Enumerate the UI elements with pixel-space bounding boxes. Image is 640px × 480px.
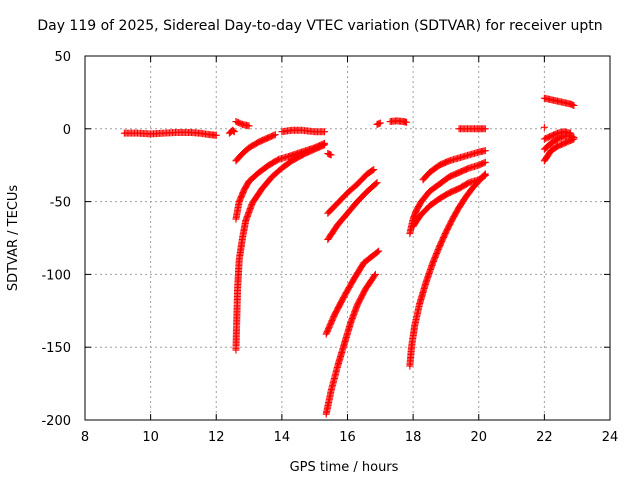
data-point — [369, 166, 377, 174]
x-axis-title: GPS time / hours — [290, 460, 399, 475]
series-arc-4 — [232, 139, 329, 223]
data-point — [321, 139, 329, 147]
axis-ticks: 8 10 12 14 16 18 20 22 24 -200 -150 -100 -50 0 50 — [41, 50, 618, 445]
data-point — [271, 131, 279, 139]
data-point — [481, 158, 489, 166]
y-tick-label: -50 — [50, 196, 71, 211]
data-point — [212, 131, 220, 139]
data-points — [120, 94, 578, 418]
x-tick-label: 18 — [405, 430, 422, 445]
data-point — [570, 102, 578, 110]
series-arc-7 — [278, 126, 329, 136]
data-point — [270, 131, 278, 139]
series-arc-17 — [406, 170, 489, 370]
series-arc-18 — [419, 147, 489, 184]
series-arc-9 — [324, 166, 378, 217]
series-arc-2 — [225, 126, 238, 137]
data-point — [567, 129, 575, 137]
series-arc-5 — [232, 131, 279, 165]
data-point — [229, 127, 237, 135]
data-point — [375, 247, 383, 255]
data-point — [245, 122, 253, 130]
series-arc-8 — [324, 150, 335, 159]
series-arc-14 — [386, 117, 411, 126]
y-tick-label: -150 — [41, 341, 71, 356]
y-tick-label: -100 — [41, 268, 71, 283]
x-tick-label: 16 — [339, 430, 356, 445]
data-point — [373, 179, 381, 187]
data-point — [374, 248, 382, 256]
data-point — [370, 166, 378, 174]
y-axis-title: SDTVAR / TECUs — [6, 185, 21, 292]
x-tick-label: 14 — [274, 430, 291, 445]
series-arc-23 — [540, 132, 578, 153]
data-point — [372, 180, 380, 188]
data-point — [481, 147, 489, 155]
data-point — [480, 159, 488, 167]
x-tick-label: 8 — [81, 430, 89, 445]
series-arc-20 — [540, 94, 578, 110]
series-arc-12 — [322, 270, 379, 418]
series-arc-10 — [324, 179, 381, 243]
data-point — [570, 134, 578, 142]
series-arc-6 — [232, 118, 253, 130]
series-arc-21 — [540, 123, 548, 131]
chart-title: Day 119 of 2025, Sidereal Day-to-day VTE… — [37, 18, 603, 34]
data-point — [371, 272, 379, 280]
series-arc-24 — [540, 128, 575, 143]
data-point — [481, 125, 489, 133]
data-point — [481, 170, 489, 178]
data-point — [376, 119, 384, 127]
series-arc-11 — [322, 247, 383, 338]
data-point — [480, 171, 488, 179]
series-arc-19 — [455, 125, 489, 133]
y-tick-label: -200 — [41, 414, 71, 429]
data-point — [327, 151, 335, 159]
data-point — [540, 123, 548, 131]
x-tick-label: 22 — [536, 430, 553, 445]
x-tick-label: 24 — [602, 430, 619, 445]
y-tick-label: 0 — [63, 123, 71, 138]
data-point — [371, 270, 379, 278]
y-tick-label: 50 — [54, 50, 71, 65]
x-tick-label: 20 — [470, 430, 487, 445]
data-point — [403, 118, 411, 126]
data-point — [321, 128, 329, 136]
x-tick-label: 10 — [142, 430, 159, 445]
x-tick-label: 12 — [208, 430, 225, 445]
grid — [85, 56, 610, 420]
series-arc-3 — [232, 141, 329, 354]
data-point — [230, 128, 238, 136]
series-arc-15 — [406, 158, 489, 238]
series-arc-13 — [373, 119, 384, 128]
series-arc-1 — [120, 128, 220, 139]
data-point — [229, 126, 237, 134]
